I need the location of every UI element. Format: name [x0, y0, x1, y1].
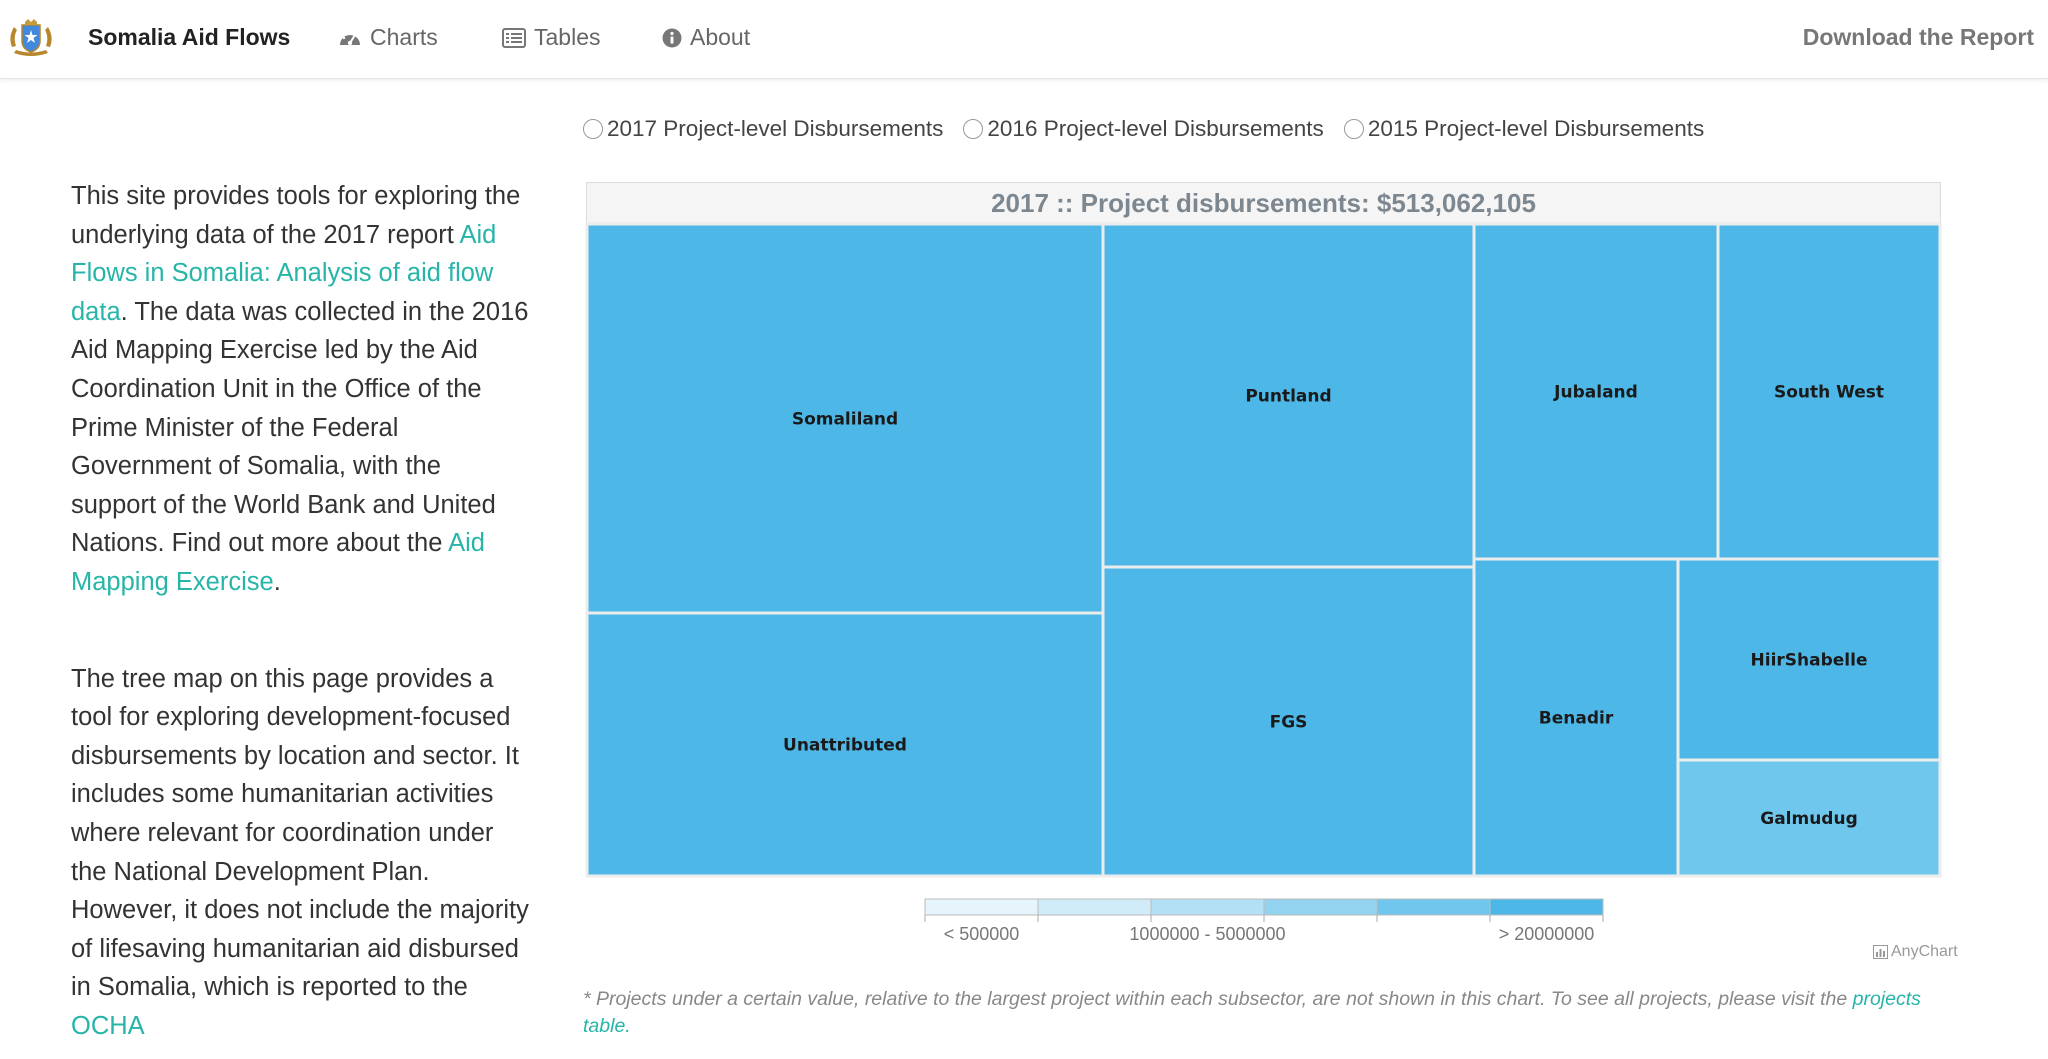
- legend-swatch-1: [924, 898, 1039, 916]
- list-alt-icon: [502, 27, 526, 48]
- download-report-link[interactable]: Download the Report: [1802, 24, 2034, 50]
- somalia-coat-of-arms-logo[interactable]: [8, 17, 54, 59]
- brand-title[interactable]: Somalia Aid Flows: [88, 24, 291, 50]
- treemap-tile-hiirshabelle[interactable]: [1676, 557, 1942, 762]
- treemap-label-benadir: Benadir: [1539, 709, 1614, 729]
- legend-label-2: 1000000 - 5000000: [1129, 924, 1285, 944]
- nav-charts-link[interactable]: Charts: [338, 24, 438, 51]
- year-selector: 2017 Project-level Disbursements 2016 Pr…: [583, 116, 1724, 142]
- top-navbar: Somalia Aid Flows Charts Tables About Do…: [0, 0, 2048, 79]
- legend-swatch-6: [1489, 898, 1604, 916]
- intro-text: This site provides tools for exploring t…: [71, 177, 531, 1045]
- legend-swatch-4: [1263, 898, 1378, 916]
- treemap-label-south-west: South West: [1774, 383, 1884, 403]
- legend-swatch-3: [1150, 898, 1265, 916]
- legend-swatch-2: [1037, 898, 1152, 916]
- radio-circle-2017[interactable]: [583, 119, 603, 139]
- intro-p1-text-b: . The data was collected in the 2016 Aid…: [71, 297, 529, 558]
- intro-p2-text-a: The tree map on this page provides a too…: [71, 664, 529, 1002]
- radio-label-2017: 2017 Project-level Disbursements: [607, 116, 944, 141]
- treemap-label-somaliland: Somaliland: [792, 410, 898, 430]
- treemap-label-unattributed: Unattributed: [783, 736, 907, 756]
- aid-mapping-exercise-link[interactable]: Aid Mapping Exercise: [71, 529, 485, 596]
- treemap-tile-galmudug[interactable]: [1676, 758, 1942, 878]
- intro-paragraph-1: This site provides tools for exploring t…: [71, 177, 531, 602]
- treemap-label-hiirshabelle: HiirShabelle: [1751, 651, 1868, 671]
- treemap-label-jubaland: Jubaland: [1553, 383, 1638, 403]
- treemap-label-puntland: Puntland: [1245, 387, 1331, 407]
- nav-tables-link[interactable]: Tables: [502, 24, 600, 51]
- aid-flows-report-link[interactable]: Aid Flows in Somalia: Analysis of aid fl…: [71, 220, 497, 326]
- radio-2015[interactable]: 2015 Project-level Disbursements: [1343, 116, 1705, 142]
- ocha-link[interactable]: OCHA: [71, 1011, 145, 1040]
- treemap-label-galmudug: Galmudug: [1760, 809, 1858, 829]
- anychart-logo-icon: [1873, 945, 1888, 959]
- radio-circle-2016[interactable]: [963, 119, 984, 139]
- radio-2017[interactable]: 2017 Project-level Disbursements: [583, 116, 943, 142]
- legend-label-3: > 20000000: [1499, 924, 1595, 944]
- radio-2016[interactable]: 2016 Project-level Disbursements: [963, 116, 1324, 142]
- dashboard-icon: [340, 32, 360, 45]
- treemap-tile-unattributed[interactable]: [585, 611, 1105, 878]
- nav-about-link[interactable]: About: [662, 24, 750, 51]
- radio-label-2015: 2015 Project-level Disbursements: [1367, 116, 1705, 141]
- legend-swatch-5: [1376, 898, 1491, 916]
- nav-charts-label: Charts: [370, 24, 438, 50]
- projects-table-link[interactable]: projects table.: [583, 988, 1921, 1037]
- intro-p1-text-c: .: [273, 567, 281, 596]
- treemap-tile-south-west[interactable]: [1716, 222, 1942, 561]
- intro-paragraph-2: The tree map on this page provides a too…: [71, 660, 531, 1046]
- treemap-label-fgs: FGS: [1270, 713, 1308, 733]
- info-circle-icon: [662, 28, 682, 47]
- nav-about-label: About: [690, 24, 751, 50]
- intro-p1-text-a: This site provides tools for exploring t…: [71, 182, 521, 249]
- treemap-tile-benadir[interactable]: [1472, 557, 1680, 878]
- chart-footnote: * Projects under a certain value, relati…: [583, 986, 1963, 1040]
- radio-circle-2015[interactable]: [1343, 119, 1364, 139]
- treemap-tile-jubaland[interactable]: [1472, 222, 1720, 561]
- anychart-credit[interactable]: AnyChart: [1873, 943, 1958, 961]
- anychart-credit-label: AnyChart: [1891, 943, 1958, 960]
- nav-tables-label: Tables: [534, 24, 601, 50]
- chart-title: 2017 :: Project disbursements: $513,062,…: [991, 188, 1536, 218]
- footnote-text: * Projects under a certain value, relati…: [583, 988, 1853, 1010]
- radio-label-2016: 2016 Project-level Disbursements: [987, 116, 1324, 141]
- legend-label-1: < 500000: [944, 924, 1020, 944]
- treemap-tile-puntland[interactable]: [1101, 222, 1476, 569]
